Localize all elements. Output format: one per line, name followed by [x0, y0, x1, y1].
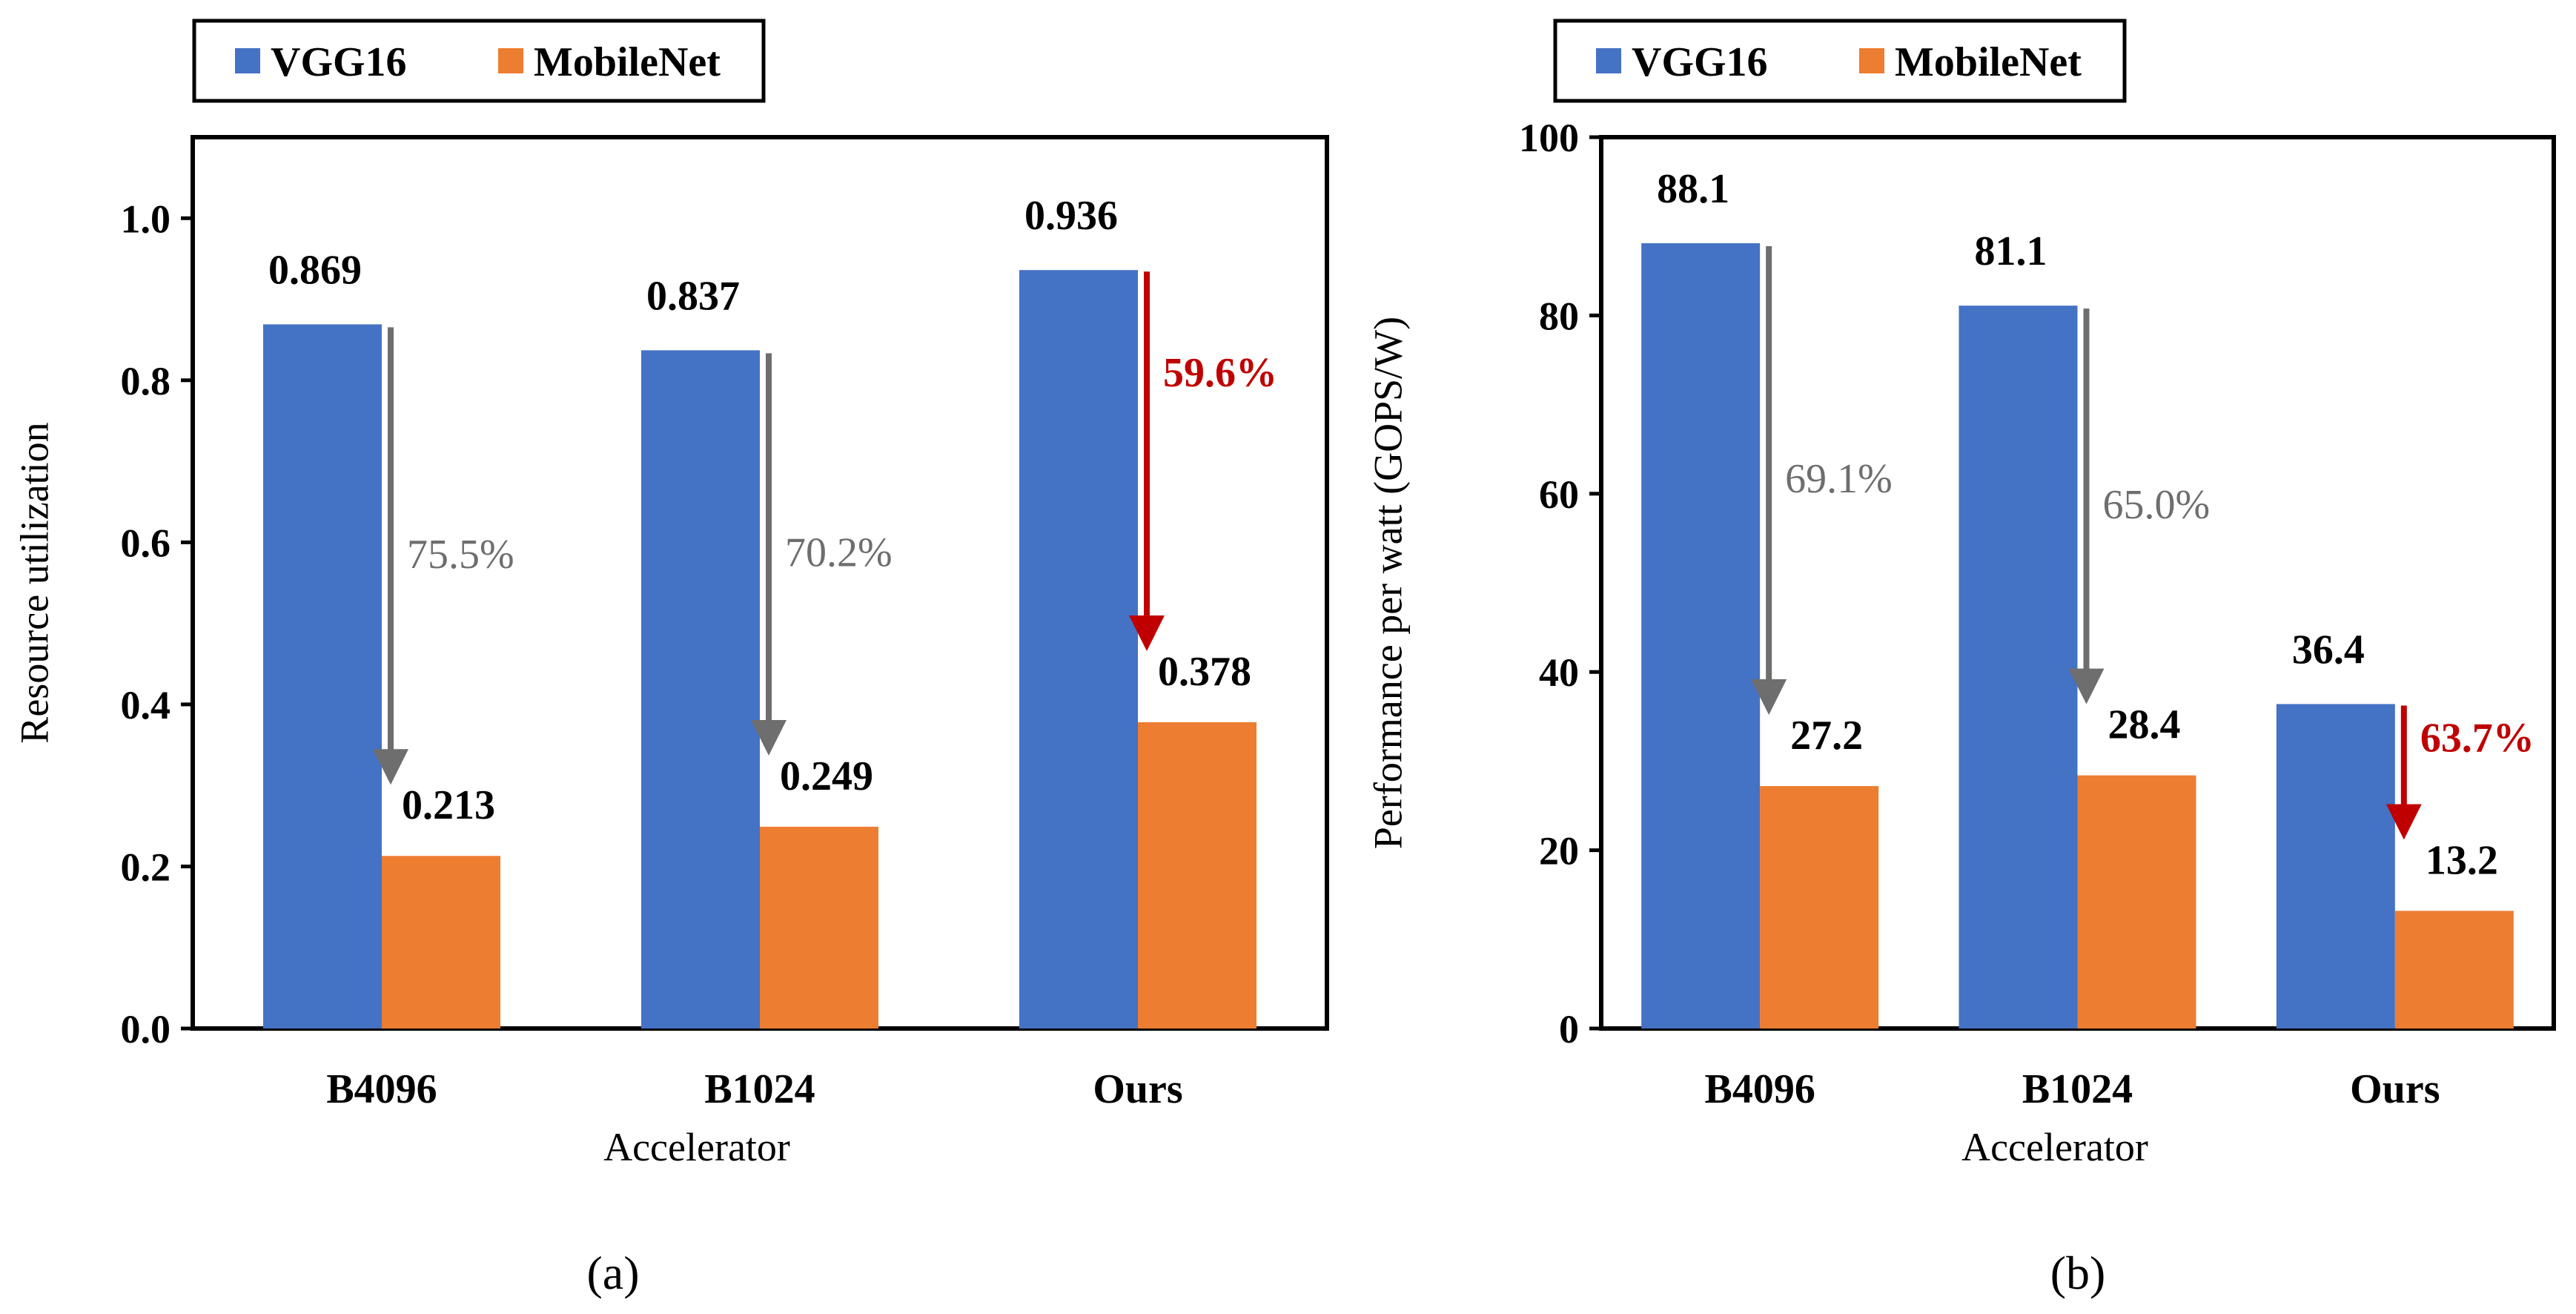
x-axis-label: Accelerator [1961, 1125, 2148, 1169]
bar-vgg16-b4096 [1641, 243, 1761, 1029]
x-tick-label: B4096 [326, 1066, 437, 1112]
data-label-vgg16: 0.936 [1024, 193, 1118, 239]
legend: VGG16 MobileNet [1553, 19, 2127, 103]
y-tick-label: 0.4 [121, 683, 171, 727]
bar-mobilenet-b1024 [2077, 775, 2196, 1029]
y-tick-label: 60 [1539, 472, 1579, 517]
y-tick-label: 40 [1539, 650, 1579, 695]
reduction-percent: 70.2% [785, 530, 893, 576]
legend-swatch-mobilenet [1859, 48, 1884, 73]
bar-vgg16-b4096 [263, 324, 382, 1029]
bar-mobilenet-b4096 [382, 856, 500, 1029]
data-label-vgg16: 88.1 [1657, 166, 1729, 212]
legend-label-mobilenet: MobileNet [1895, 39, 2082, 85]
x-tick-label: Ours [1093, 1066, 1182, 1112]
y-tick-label: 0.2 [121, 845, 171, 889]
panel-label: (b) [2050, 1247, 2106, 1299]
reduction-percent: 75.5% [407, 532, 514, 578]
x-tick-label: Ours [2350, 1066, 2440, 1112]
bar-vgg16-b1024 [1959, 306, 2078, 1029]
reduction-percent: 63.7% [2420, 715, 2534, 761]
panel-label: (a) [586, 1247, 639, 1299]
legend-swatch-vgg16 [235, 48, 260, 73]
data-label-mobilenet: 0.213 [402, 782, 495, 828]
y-tick-label: 20 [1539, 829, 1579, 874]
bar-mobilenet-b1024 [760, 826, 878, 1029]
y-tick-label: 0 [1559, 1007, 1579, 1051]
chart-panel-b: 0 20 40 60 80 100 Performance per watt (GOPS/W… [1365, 19, 2556, 1299]
data-label-mobilenet: 0.378 [1158, 649, 1251, 695]
y-tick-label: 0.6 [121, 521, 171, 565]
y-tick-label: 80 [1539, 294, 1579, 338]
bar-mobilenet-ours [1138, 722, 1256, 1029]
legend-box [192, 19, 766, 103]
y-axis-label: Performance per watt (GOPS/W) [1365, 317, 1410, 849]
bar-vgg16-b1024 [641, 350, 760, 1029]
chart-panel-a: 0.0 0.2 0.4 0.6 0.8 1.0 Resource utilization B4… [12, 19, 1329, 1299]
data-label-mobilenet: 0.249 [780, 753, 873, 799]
data-label-mobilenet: 28.4 [2108, 702, 2181, 748]
x-axis-label: Accelerator [603, 1125, 790, 1169]
legend-label-vgg16: VGG16 [271, 39, 407, 85]
data-label-mobilenet: 13.2 [2426, 837, 2498, 883]
x-tick-label: B4096 [1704, 1066, 1815, 1112]
x-tick-label: B1024 [2022, 1066, 2133, 1112]
reduction-percent: 65.0% [2103, 482, 2211, 528]
data-label-vgg16: 36.4 [2292, 627, 2365, 673]
reduction-percent: 69.1% [1785, 456, 1893, 502]
legend: VGG16 MobileNet [192, 19, 766, 103]
data-label-vgg16: 81.1 [1975, 228, 2047, 274]
y-tick-label: 1.0 [121, 197, 171, 241]
legend-swatch-vgg16 [1596, 48, 1621, 73]
bar-mobilenet-b4096 [1760, 786, 1879, 1029]
legend-box [1553, 19, 2127, 103]
legend-label-mobilenet: MobileNet [534, 39, 721, 85]
data-label-vgg16: 0.837 [646, 273, 740, 319]
bar-vgg16-ours [2276, 704, 2395, 1029]
reduction-percent: 59.6% [1163, 350, 1277, 396]
bar-vgg16-ours [1019, 270, 1138, 1029]
data-label-vgg16: 0.869 [268, 247, 362, 293]
y-tick-label: 0.0 [121, 1007, 171, 1051]
y-axis-label: Resource utilization [12, 422, 56, 743]
bar-mobilenet-ours [2394, 911, 2514, 1029]
x-tick-label: B1024 [704, 1066, 815, 1112]
y-tick-label: 100 [1519, 116, 1579, 160]
data-label-mobilenet: 27.2 [1790, 713, 1863, 759]
y-tick-label: 0.8 [121, 359, 171, 403]
legend-swatch-mobilenet [498, 48, 523, 73]
legend-label-vgg16: VGG16 [1632, 39, 1768, 85]
